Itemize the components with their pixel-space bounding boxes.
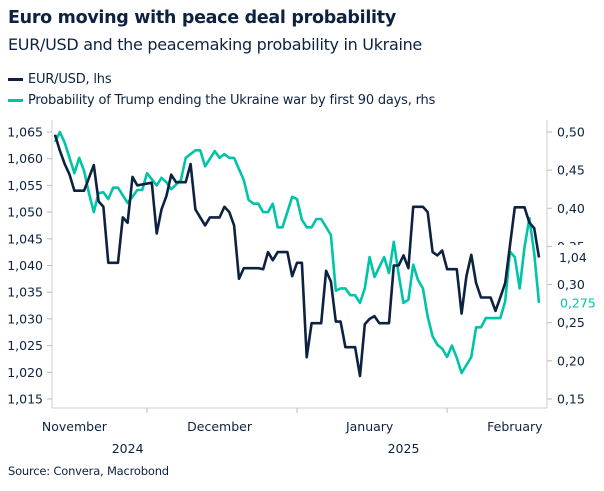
left-tick-label: 1,040 [7,258,43,273]
left-tick-label: 1,045 [7,231,43,246]
right-tick-label: 0,50 [557,125,585,140]
legend-label: Probability of Trump ending the Ukraine … [28,93,436,108]
right-tick-label: 0,45 [557,163,585,178]
right-tick-label: 0,20 [557,353,585,368]
eurusd-line [53,134,541,378]
right-tick-label: 0,30 [557,277,585,292]
legend-label: EUR/USD, lhs [28,72,112,87]
left-tick-label: 1,030 [7,311,43,326]
legend-swatch-teal [8,99,23,102]
chart-title: Euro moving with peace deal probability [8,8,396,28]
x-tick-label: November [42,419,108,434]
left-tick-label: 1,025 [7,338,43,353]
left-tick-label: 1,015 [7,392,43,407]
probability-last-value: 0,275 [560,295,596,310]
chart-subtitle: EUR/USD and the peacemaking probability … [8,35,422,54]
x-tick-label: January [345,419,394,434]
legend-item-probability: Probability of Trump ending the Ukraine … [8,93,435,108]
probability-line [53,130,541,375]
left-tick-label: 1,060 [7,151,43,166]
right-tick-label: 0,25 [557,315,585,330]
x-tick-label: December [187,419,253,434]
left-tick-label: 1,020 [7,365,43,380]
left-tick-label: 1,065 [7,125,43,140]
eurusd-last-value: 1,04 [559,250,587,265]
left-tick-label: 1,055 [7,178,43,193]
year-label: 2024 [112,441,144,456]
legend-item-eurusd: EUR/USD, lhs [8,72,112,87]
left-tick-label: 1,035 [7,285,43,300]
right-tick-label: 0,40 [557,201,585,216]
right-tick-label: 0,15 [557,391,585,406]
left-tick-label: 1,050 [7,205,43,220]
source-note: Source: Convera, Macrobond [8,464,169,478]
last-value-box [555,245,595,269]
legend-swatch-navy [8,78,23,81]
x-tick-label: February [487,419,543,434]
year-label: 2025 [388,441,420,456]
